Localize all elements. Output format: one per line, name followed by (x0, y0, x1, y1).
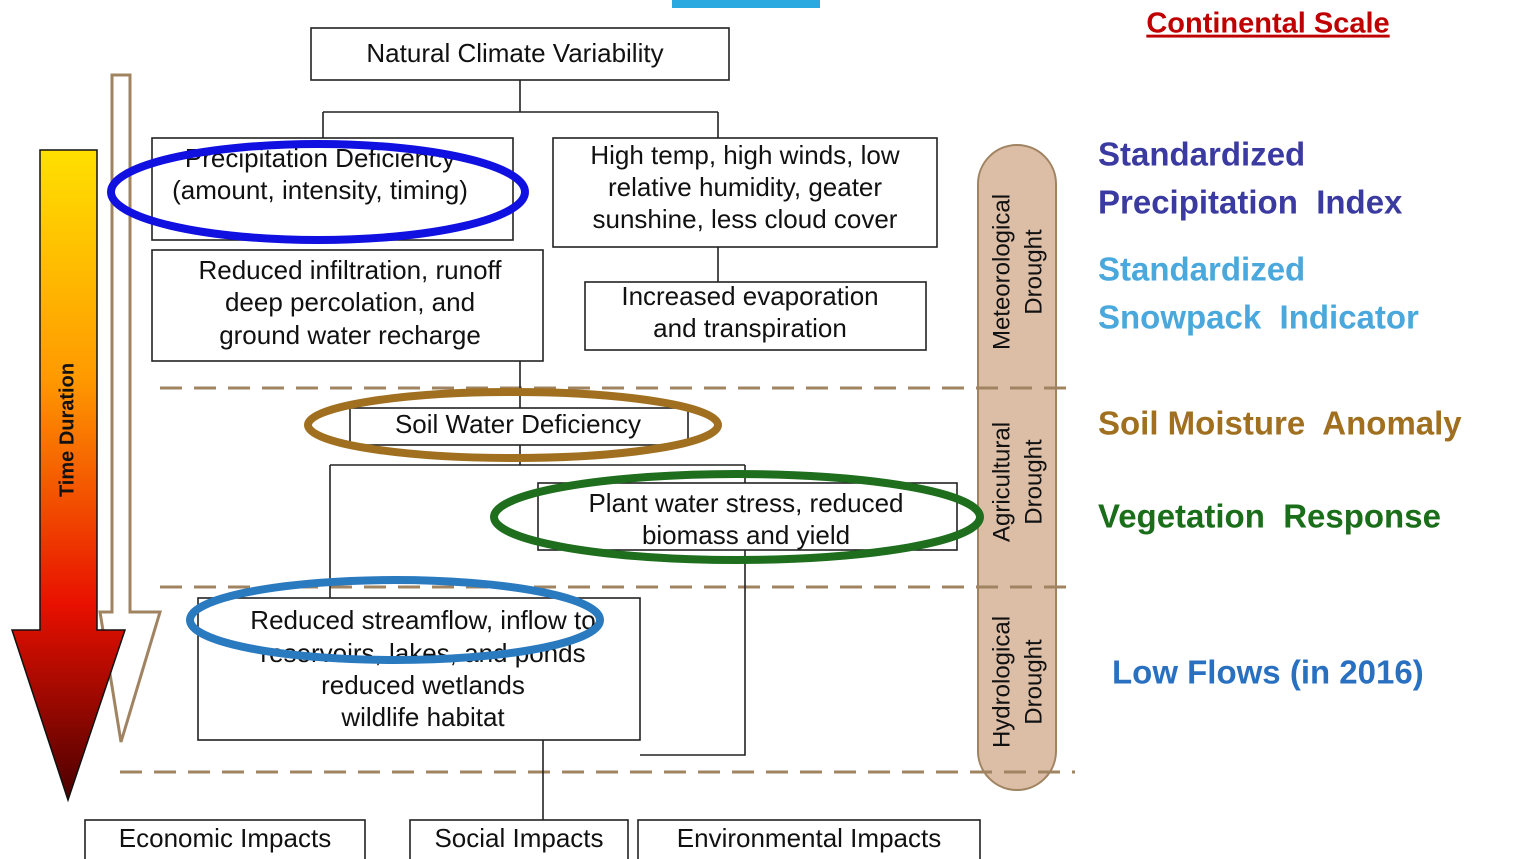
node-text: and transpiration (653, 313, 847, 343)
node-text: High temp, high winds, low (590, 140, 899, 170)
impact-text: Environmental Impacts (677, 823, 941, 853)
box (552, 137, 938, 248)
node-text: deep percolation, and (225, 287, 475, 317)
highlight-ellipse (490, 470, 984, 564)
header-label: Continental Scale (1146, 8, 1389, 40)
impact-text: Economic Impacts (119, 823, 331, 853)
node-text: Natural Climate Variability (366, 38, 663, 68)
time-duration-label: Time Duration (56, 363, 78, 497)
node-text: ground water recharge (219, 320, 481, 350)
drought-type: Hydrological (988, 616, 1015, 748)
node-text: reduced wetlands (321, 670, 525, 700)
node-text: biomass and yield (642, 520, 850, 550)
index-label: Precipitation Index (1098, 184, 1403, 221)
node-text: sunshine, less cloud cover (593, 204, 898, 234)
drought-type: Meteorological (988, 194, 1015, 350)
top-tab (672, 0, 820, 8)
drought-type: Drought (1020, 229, 1047, 315)
highlight-ellipse (304, 388, 722, 462)
hollow-arrow (98, 73, 163, 743)
index-label: Soil Moisture Anomaly (1098, 405, 1462, 442)
impact-text: Social Impacts (434, 823, 603, 853)
node-text: Reduced infiltration, runoff (198, 255, 502, 285)
box (310, 27, 730, 81)
box (197, 597, 641, 741)
drought-type: Drought (1020, 639, 1047, 725)
boxes (84, 27, 981, 859)
box (537, 482, 958, 551)
time-arrow (10, 149, 127, 803)
box (84, 819, 366, 859)
index-label: Snowpack Indicator (1098, 299, 1419, 336)
highlight-ellipse (107, 140, 529, 244)
node-text: wildlife habitat (340, 702, 505, 732)
drought-type: Agricultural (988, 422, 1015, 542)
box (151, 249, 544, 362)
highlights (107, 140, 984, 664)
index-label: Low Flows (in 2016) (1112, 654, 1424, 691)
drought-type: Drought (1020, 439, 1047, 525)
node-text: Plant water stress, reduced (588, 488, 903, 518)
node-text: relative humidity, geater (608, 172, 882, 202)
index-label: Standardized (1098, 251, 1305, 288)
index-label: Vegetation Response (1098, 498, 1441, 535)
node-text: Reduced streamflow, inflow to (250, 605, 595, 635)
highlight-ellipse (186, 576, 604, 664)
node-text: (amount, intensity, timing) (172, 175, 468, 205)
node-text: Soil Water Deficiency (395, 409, 641, 439)
box (584, 281, 927, 351)
box (409, 819, 629, 859)
node-text: Increased evaporation (621, 281, 878, 311)
box (349, 407, 689, 446)
index-label: Standardized (1098, 136, 1305, 173)
box (637, 819, 981, 859)
drought-pill (977, 144, 1057, 791)
